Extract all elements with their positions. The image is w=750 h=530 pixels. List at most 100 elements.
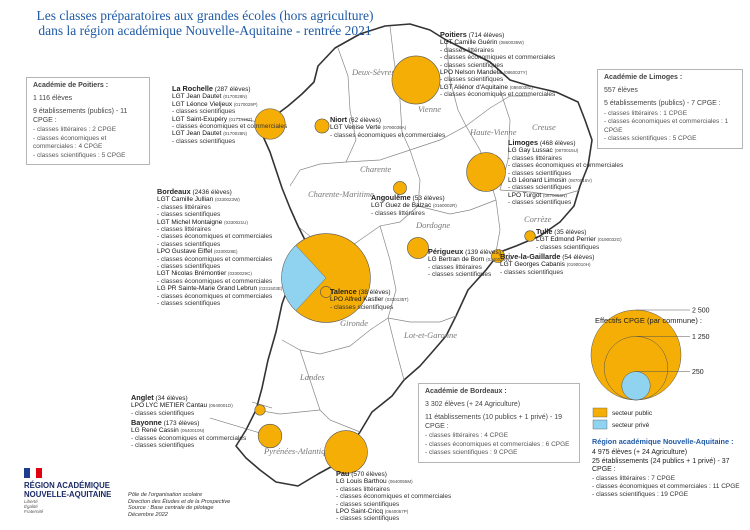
title-line-1: Les classes préparatoires aux grandes éc…: [36, 8, 374, 23]
school-name: LGT Saint-Exupéry (0171418Z): [172, 115, 253, 123]
city-name: Bayonne: [131, 418, 162, 427]
academy-establishments: 5 établissements (publics) - 7 CPGE :: [604, 100, 721, 107]
class-type: - classes économiques et commerciales: [440, 54, 556, 62]
academy-students: 1 116 élèves: [33, 94, 73, 102]
school-uai-code: (0330021U): [224, 219, 248, 225]
school-uai-code: (0640057P): [384, 509, 409, 515]
city-student-count: (287 élèves): [212, 86, 251, 93]
logo-motto: Fraternité: [24, 509, 44, 514]
city-student-count: (62 élèves): [347, 117, 381, 124]
school-uai-code: (0170029P): [233, 101, 258, 107]
school-uai-code: (0330023W): [215, 197, 240, 203]
region-summary-item: - classes économiques et commerciales : …: [592, 483, 740, 491]
school-uai-code: (0170028N): [223, 94, 247, 100]
school-uai-code: (0640001D): [208, 403, 233, 409]
school-name: LGT Léonce Vieljeux (0170029P): [172, 100, 258, 108]
logo-motto: Liberté: [24, 499, 38, 504]
legend-private-label: secteur privé: [612, 422, 650, 429]
school-uai-code: (0860035W): [499, 40, 524, 46]
school-name: LPO Alfred Kastler (0330135T): [330, 296, 409, 304]
class-type: - classes scientifiques: [330, 303, 394, 311]
bubble-perigueux: [407, 237, 429, 259]
school-name: LGT Jean Dautet (0170028N): [172, 130, 247, 138]
class-type: - classes économiques et commerciales: [336, 493, 452, 501]
school-name: LGT Aliénor d'Aquitaine (0860038Z): [440, 83, 534, 91]
city-student-count: (34 élèves): [153, 395, 188, 402]
school-name: LGT Venise Verte (0790036A): [330, 124, 407, 132]
school-name: LGT Michel Montaigne (0330021U): [157, 218, 248, 226]
class-type: - classes littéraires: [428, 263, 482, 271]
school-uai-code: (0171418Z): [228, 116, 253, 122]
school-name: LG Gay Lussac (0870015U): [508, 147, 579, 155]
city-student-count: (139 élèves): [463, 249, 501, 256]
school-uai-code: (0330029C): [228, 271, 252, 277]
region-summary: Région académique Nouvelle-Aquitaine : 4…: [592, 437, 750, 500]
class-type: - classes scientifiques: [428, 271, 492, 279]
academy-poitiers-box: Académie de Poitiers : 1 116 élèves 9 ét…: [26, 77, 150, 165]
school-uai-code: (0640055M): [388, 479, 413, 485]
school-uai-code: (0330135T): [385, 297, 409, 303]
academy-bordeaux-box: Académie de Bordeaux : 3 302 élèves (+ 2…: [418, 383, 580, 463]
class-type: - classes scientifiques: [440, 76, 504, 84]
city-label-niort: Niort (62 élèves) LGT Venise Verte (07900…: [330, 116, 445, 139]
city-name: Périgueux: [428, 247, 464, 256]
city-name: Poitiers: [440, 30, 467, 39]
school-uai-code: (0190010H): [566, 262, 591, 268]
bubble-poitiers: [391, 55, 441, 105]
legend-title: Effectifs CPGE (par commune) :: [595, 316, 702, 325]
city-name: Talence: [330, 287, 357, 296]
logo-motto: Égalité: [24, 504, 38, 509]
bubble-niort: [314, 118, 330, 134]
footer-line: Décembre 2022: [128, 511, 168, 518]
city-student-count: (714 élèves): [466, 32, 505, 39]
academy-limoges-box: Académie de Limoges : 557 élèves 5 établ…: [597, 69, 743, 149]
academy-students: 557 élèves: [604, 86, 638, 94]
school-name: LG Léonard Limosin (0870016V): [508, 177, 592, 185]
school-uai-code: (0640010N): [180, 428, 205, 434]
school-name: LGT Georges Cabanis (0190010H): [500, 261, 591, 269]
bubble-layer: [254, 55, 536, 474]
school-name: LPO Nelson Mandela (0860037Y): [440, 69, 528, 77]
city-name: Pau: [336, 469, 350, 478]
legend-value-label: 250: [692, 369, 704, 376]
class-type: - classes scientifiques: [157, 240, 221, 248]
class-type: - classes littéraires: [508, 154, 562, 162]
bubble-pau: [324, 430, 368, 474]
school-uai-code: (0790036A): [382, 125, 407, 131]
city-label-tulle: Tulle (35 élèves) LGT Edmond Perrier (019…: [536, 228, 622, 251]
class-type: - classes scientifiques: [440, 61, 504, 69]
city-label-poitiers: Poitiers (714 élèves) LGT Camille Guérin …: [440, 31, 555, 99]
dept-label: Dordogne: [415, 220, 450, 230]
dept-label: Pyrénées-Atlantiques: [263, 446, 337, 456]
school-uai-code: (0870015U): [554, 148, 579, 154]
bubble-bordeaux-private: [281, 245, 327, 311]
class-type: - classes économiques et commerciales: [440, 91, 556, 99]
class-type: - classes scientifiques: [157, 211, 221, 219]
school-uai-code: (0240024W): [486, 257, 511, 263]
school-name: LGT Camille Guérin (0860035W): [440, 39, 524, 47]
region-summary-item: - classes scientifiques : 19 CPGE: [592, 491, 689, 499]
dept-label: Creuse: [532, 122, 556, 132]
class-type: - classes économiques et commerciales: [157, 233, 273, 241]
dept-label: Charente: [360, 164, 392, 174]
class-type: - classes scientifiques: [131, 409, 195, 417]
city-student-count: (468 élèves): [538, 140, 576, 147]
school-name: LG René Cassin (0640010N): [131, 427, 205, 435]
bubble-tulle: [524, 230, 536, 242]
city-student-count: (38 élèves): [356, 289, 391, 296]
school-name: LG PR Sainte-Marie Grand Lebrun (0331503…: [157, 285, 283, 293]
dept-label: Corrèze: [524, 214, 552, 224]
class-type: - classes scientifiques: [172, 137, 236, 145]
bubble-limoges: [466, 152, 506, 192]
dept-label: Landes: [299, 372, 325, 382]
class-type: - classes scientifiques: [536, 243, 600, 251]
bubble-bayonne: [257, 423, 283, 449]
class-type: - classes scientifiques: [336, 500, 400, 508]
class-type: - classes littéraires: [440, 46, 494, 54]
school-name: LPO Turgot (0870056N): [508, 191, 567, 199]
legend-circle: [621, 371, 651, 401]
academy-item: - classes littéraires : 4 CPGE: [425, 432, 509, 439]
department-labels: Deux-Sèvres Vienne Haute-Vienne Creuse C…: [263, 67, 556, 456]
city-label-larochelle: La Rochelle (287 élèves) LGT Jean Dautet …: [172, 85, 287, 145]
